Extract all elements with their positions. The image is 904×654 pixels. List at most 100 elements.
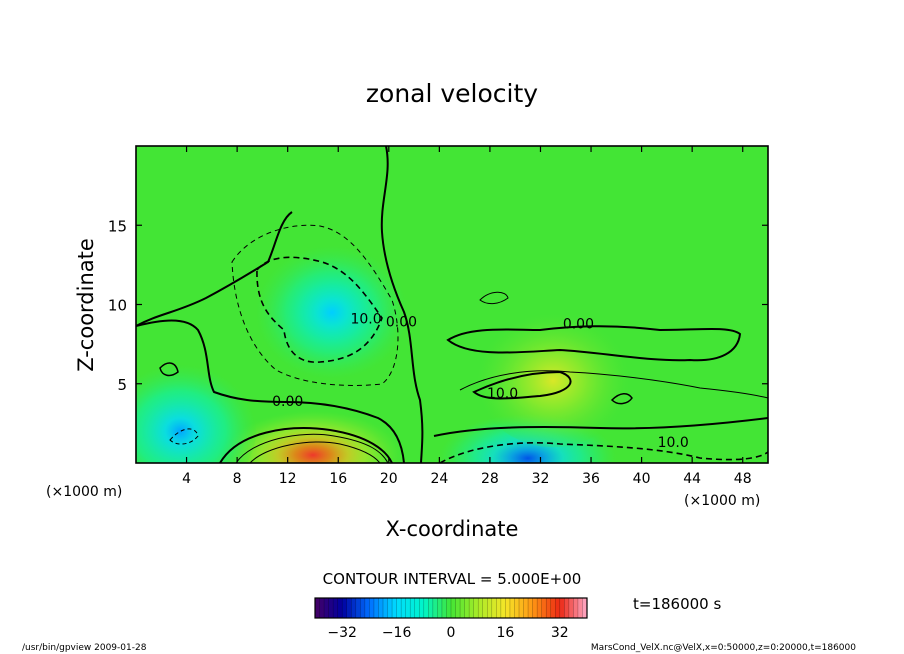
x-tick-label: 28 <box>481 471 499 487</box>
x-unit-right: (×1000 m) <box>684 493 760 509</box>
contour-label: 10.0 <box>350 312 381 328</box>
footer-left: /usr/bin/gpview 2009-01-28 <box>22 643 147 653</box>
zero-contour <box>380 146 424 463</box>
colorbar-cell <box>337 598 343 618</box>
colorbar-cell <box>482 598 488 618</box>
x-tick-label: 16 <box>329 471 347 487</box>
colorbar-cell <box>392 598 398 618</box>
colorbar-tick-label: −32 <box>327 625 357 641</box>
x-tick-label: 32 <box>532 471 550 487</box>
colorbar-cell <box>373 598 379 618</box>
colorbar-cell <box>496 598 502 618</box>
contour-labels: 10.0 0.00 0.00 0.00 10.0 10.0 <box>272 312 689 452</box>
colorbar-tick-label: −16 <box>382 625 412 641</box>
negative-contour <box>256 256 383 363</box>
colorbar-tick-label: 0 <box>447 625 456 641</box>
field-blob <box>136 364 257 463</box>
colorbar-cell <box>550 598 556 618</box>
colorbar-cell <box>410 598 416 618</box>
contour-label: 0.00 <box>386 315 417 331</box>
colorbar-cell <box>473 598 479 618</box>
colorbar-cell <box>573 598 579 618</box>
colorbar-cell <box>342 598 348 618</box>
zero-contour <box>446 325 742 362</box>
x-tick-label: 20 <box>380 471 398 487</box>
colorbar-cell <box>455 598 461 618</box>
contour-label: 10.0 <box>658 435 689 451</box>
colorbar-cell <box>351 598 357 618</box>
zero-contour <box>136 211 293 327</box>
contour-label: 0.00 <box>272 394 303 410</box>
colorbar-cell <box>333 598 339 618</box>
colorbar-cell <box>360 598 366 618</box>
colorbar-cell <box>582 598 588 618</box>
negative-contour <box>169 428 199 445</box>
colorbar <box>314 597 588 619</box>
colorbar-cell <box>519 598 525 618</box>
x-tick-label: 8 <box>233 471 242 487</box>
colorbar-cell <box>428 598 434 618</box>
colorbar-cell <box>464 598 470 618</box>
colorbar-cell <box>423 598 429 618</box>
field-blob <box>224 410 402 463</box>
colorbar-cell <box>541 598 547 618</box>
field-blob <box>477 314 629 448</box>
colorbar-cell <box>328 598 334 618</box>
colorbar-cell <box>319 598 325 618</box>
time-text: t=186000 s <box>633 595 721 613</box>
contour-layer <box>136 146 768 463</box>
positive-contour <box>159 362 179 377</box>
colorbar-cell <box>478 598 484 618</box>
colorbar-cell <box>437 598 443 618</box>
negative-contour <box>439 442 768 463</box>
positive-contour <box>472 370 572 400</box>
colorbar-cell <box>509 598 515 618</box>
x-tick-label: 4 <box>182 471 191 487</box>
colorbar-cell <box>383 598 389 618</box>
colorbar-cell <box>487 598 493 618</box>
negative-contour <box>231 224 399 386</box>
colorbar-cell <box>555 598 561 618</box>
colorbar-cell <box>568 598 574 618</box>
colorbar-cell <box>469 598 475 618</box>
chart-title: zonal velocity <box>366 79 538 108</box>
colorbar-cell <box>559 598 565 618</box>
colorbar-cell <box>432 598 438 618</box>
colorbar-cell <box>441 598 447 618</box>
colorbar-cell <box>500 598 506 618</box>
field-blob <box>256 245 408 379</box>
contour-interval-text: CONTOUR INTERVAL = 5.000E+00 <box>323 570 582 588</box>
positive-contour <box>249 441 381 463</box>
contour-label: 0.00 <box>563 316 594 332</box>
contour-label: 10.0 <box>487 386 518 402</box>
colorbar-cell <box>537 598 543 618</box>
footer-right: MarsCond_VelX.nc@VelX,x=0:50000,z=0:2000… <box>591 643 856 653</box>
x-tick-label: 36 <box>582 471 600 487</box>
y-axis-label: Z-coordinate <box>74 238 98 372</box>
colorbar-cell <box>532 598 538 618</box>
colorbar-cell <box>387 598 393 618</box>
colorbar-cell <box>378 598 384 618</box>
x-tick-label: 24 <box>430 471 448 487</box>
x-tick-label: 12 <box>279 471 297 487</box>
colorbar-cell <box>405 598 411 618</box>
plot-area: 10.0 0.00 0.00 0.00 10.0 10.0 <box>136 146 768 463</box>
positive-contour <box>479 291 509 305</box>
x-axis: 4 8 12 16 20 24 28 32 36 40 44 48 <box>182 146 752 487</box>
colorbar-cell <box>528 598 534 618</box>
colorbar-cell <box>346 598 352 618</box>
zero-contour <box>136 319 405 463</box>
colorbar-cell <box>577 598 583 618</box>
colorbar-cell <box>546 598 552 618</box>
y-tick-label: 5 <box>117 376 127 394</box>
y-tick-label: 10 <box>108 297 127 315</box>
colorbar-tick-label: 16 <box>496 625 514 641</box>
zero-contour <box>433 417 768 437</box>
x-tick-label: 40 <box>633 471 651 487</box>
colorbar-cell <box>364 598 370 618</box>
colorbar-cell <box>460 598 466 618</box>
colorbar-cell <box>315 598 321 618</box>
positive-contour <box>459 370 768 399</box>
colorbar-cell <box>451 598 457 618</box>
colorbar-cell <box>505 598 511 618</box>
